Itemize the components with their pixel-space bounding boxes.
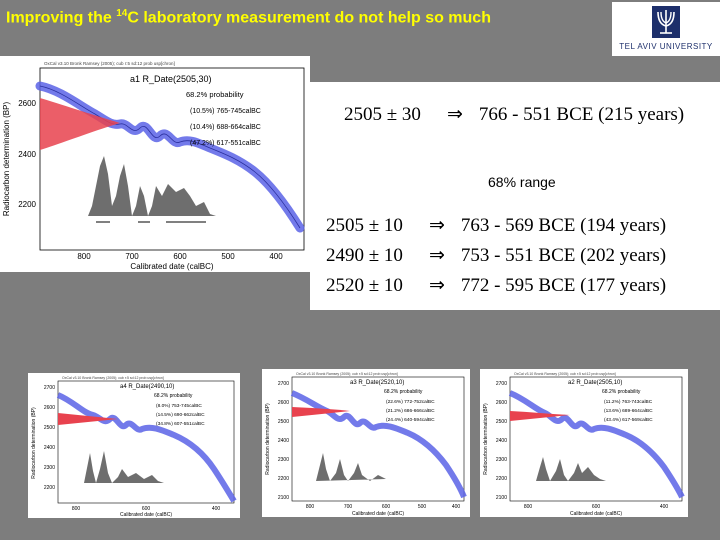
radiocarbon-likelihood: [40, 98, 120, 150]
x-axis-label: Calibrated date (calBC): [130, 262, 213, 271]
plot-header: OxCal v3.10 Bronk Ramsey (2005); cub r:5…: [514, 372, 616, 376]
x-tick-label: 800: [524, 504, 533, 510]
y-tick-label: 2500: [44, 425, 55, 431]
x-tick-label: 400: [452, 504, 461, 510]
y-tick-label: 2600: [278, 400, 289, 406]
calibration-plot-a2: OxCal v3.10 Bronk Ramsey (2005); cub r:5…: [480, 369, 688, 517]
probability-title: 68.2% probability: [384, 389, 423, 395]
formula-panel: [310, 82, 720, 310]
x-tick-label: 800: [77, 252, 91, 261]
y-tick-label: 2600: [18, 99, 36, 108]
probability-line: (21.2%) 686-666calBC: [386, 408, 435, 414]
y-tick-label: 2700: [496, 381, 507, 387]
y-tick-label: 2100: [496, 495, 507, 501]
calibrated-distribution: [88, 156, 216, 216]
y-axis-label: Radiocarbon determination (BP): [265, 403, 271, 475]
x-tick-label: 600: [142, 506, 151, 512]
equation-row: 2520 ± 10 ⇒ 772 - 595 BCE (177 years): [326, 275, 667, 296]
x-tick-label: 800: [306, 504, 315, 510]
y-tick-label: 2500: [496, 419, 507, 425]
x-tick-label: 700: [344, 504, 353, 510]
plot-frame: [39, 67, 305, 251]
calibrated-distribution: [536, 457, 606, 481]
y-axis-label: Radiocarbon determination (BP): [483, 403, 489, 475]
plot-title: a4 R_Date(2490,10): [120, 384, 174, 390]
probability-line: (11.2%) 763-743calBC: [604, 399, 653, 405]
probability-line: (8.0%) 753-745calBC: [156, 403, 202, 409]
y-tick-label: 2700: [278, 381, 289, 387]
x-axis-label: Calibrated date (calBC): [570, 511, 622, 517]
y-tick-label: 2300: [278, 457, 289, 463]
probability-line: (43.4%) 617-569calBC: [604, 417, 653, 423]
y-tick-label: 2400: [496, 438, 507, 444]
probability-line: (10.5%) 765-745calBC: [190, 108, 261, 115]
equation-row: 2505 ± 30 ⇒ 766 - 551 BCE (215 years): [344, 104, 685, 125]
probability-line: (22.6%) 772-752calBC: [386, 399, 435, 405]
plot-frame: [509, 376, 683, 502]
x-tick-label: 400: [269, 252, 283, 261]
y-tick-label: 2500: [278, 419, 289, 425]
slide-title: Improving the 14C laboratory measurement…: [6, 8, 491, 27]
plot-frame: [57, 380, 235, 504]
plot-title: a2 R_Date(2505,10): [568, 380, 622, 386]
x-tick-label: 700: [125, 252, 139, 261]
probability-title: 68.2% probability: [186, 90, 244, 99]
plot-title: a1 R_Date(2505,30): [130, 74, 212, 84]
radiocarbon-likelihood: [292, 407, 350, 417]
y-tick-label: 2300: [44, 465, 55, 471]
y-tick-label: 2400: [44, 445, 55, 451]
y-tick-label: 2600: [44, 405, 55, 411]
x-tick-label: 600: [592, 504, 601, 510]
plot-header: OxCal v3.10 Bronk Ramsey (2005); cub r:5…: [44, 61, 175, 66]
y-tick-label: 2400: [18, 150, 36, 159]
y-axis-label: Radiocarbon determination (BP): [2, 102, 11, 217]
plot-header: OxCal v3.10 Bronk Ramsey (2005); cub r:5…: [296, 372, 398, 376]
y-tick-label: 2700: [44, 385, 55, 391]
y-tick-label: 2300: [496, 457, 507, 463]
probability-line: (24.4%) 640-594calBC: [386, 417, 435, 423]
y-tick-label: 2200: [18, 200, 36, 209]
probability-line: (47.2%) 617-551calBC: [190, 140, 261, 147]
probability-title: 68.2% probability: [154, 393, 193, 399]
x-tick-label: 500: [221, 252, 235, 261]
calibrated-distribution: [84, 451, 164, 483]
university-logo: TEL AVIV UNIVERSITY: [612, 2, 720, 56]
menorah-emblem-icon: [652, 6, 680, 38]
y-tick-label: 2600: [496, 400, 507, 406]
logo-text: TEL AVIV UNIVERSITY: [619, 42, 713, 51]
calibrated-distribution: [316, 453, 386, 481]
plot-title: a3 R_Date(2520,10): [350, 380, 404, 386]
probability-line: (13.6%) 689-664calBC: [604, 408, 653, 414]
x-tick-label: 600: [382, 504, 391, 510]
y-tick-label: 2200: [44, 485, 55, 491]
y-tick-label: 2100: [278, 495, 289, 501]
x-tick-label: 800: [72, 506, 81, 512]
y-tick-label: 2200: [496, 476, 507, 482]
range-label: 68% range: [488, 174, 556, 190]
x-tick-label: 600: [173, 252, 187, 261]
x-tick-label: 400: [212, 506, 221, 512]
plot-header: OxCal v3.10 Bronk Ramsey (2005); cub r:5…: [62, 376, 164, 380]
calibration-curve: [508, 390, 685, 499]
radiocarbon-likelihood: [510, 411, 570, 421]
calibration-plot-a3: OxCal v3.10 Bronk Ramsey (2005); cub r:5…: [262, 369, 470, 517]
equation-row: 2490 ± 10 ⇒ 753 - 551 BCE (202 years): [326, 245, 667, 266]
probability-line: (14.5%) 690-662calBC: [156, 412, 205, 418]
y-tick-label: 2200: [278, 476, 289, 482]
main-calibration-plot: OxCal v3.10 Bronk Ramsey (2005); cub r:5…: [0, 56, 310, 272]
equation-row: 2505 ± 10 ⇒ 763 - 569 BCE (194 years): [326, 215, 667, 236]
probability-title: 68.2% probability: [602, 389, 641, 395]
plot-frame: [291, 376, 465, 502]
y-tick-label: 2400: [278, 438, 289, 444]
x-tick-label: 400: [660, 504, 669, 510]
calibration-curve: [56, 392, 237, 503]
radiocarbon-likelihood: [58, 413, 118, 425]
x-axis-label: Calibrated date (calBC): [120, 512, 172, 518]
x-tick-label: 500: [418, 504, 427, 510]
x-axis-label: Calibrated date (calBC): [352, 511, 404, 517]
probability-line: (34.8%) 607-551calBC: [156, 421, 205, 427]
probability-line: (10.4%) 688-664calBC: [190, 124, 261, 131]
y-axis-label: Radiocarbon determination (BP): [31, 407, 37, 479]
calibration-plot-a4: OxCal v3.10 Bronk Ramsey (2005); cub r:5…: [28, 373, 240, 518]
